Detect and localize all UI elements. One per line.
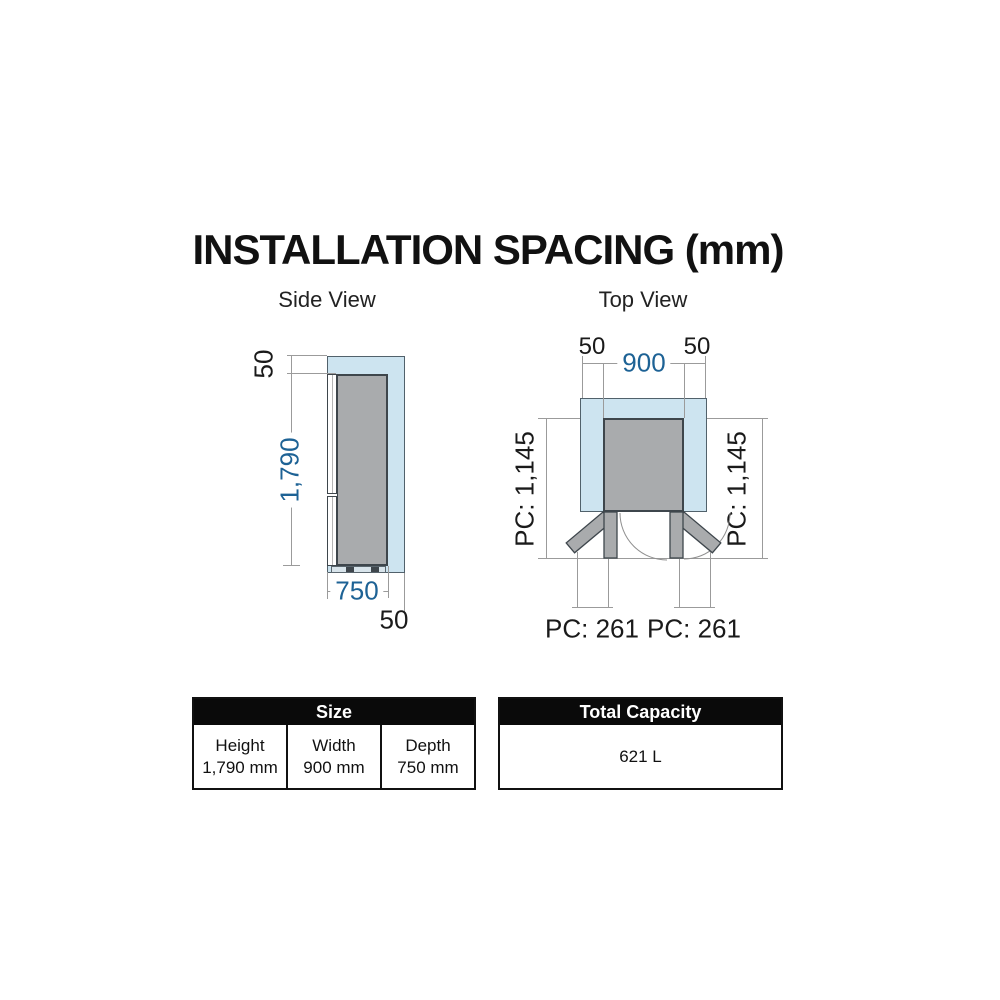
- side-fridge-body: [336, 374, 388, 566]
- capacity-value: 621 L: [619, 746, 662, 766]
- dim-line-pc-left: [546, 419, 547, 558]
- door-open-90-left: [603, 511, 618, 559]
- ext-line: [287, 373, 336, 374]
- size-height-label: Height: [215, 735, 265, 755]
- size-depth-value: 750 mm: [397, 757, 459, 777]
- top-pc-left-value: PC: 1,145: [509, 431, 541, 547]
- door-swing-arc-center: [619, 512, 668, 561]
- dim-line-pc261-right: [674, 607, 715, 608]
- fridge-base: [331, 566, 386, 573]
- door-split-line: [327, 493, 337, 497]
- door-inner-line: [332, 375, 333, 565]
- ext-line: [283, 565, 300, 566]
- size-table-header: Size: [194, 699, 474, 725]
- capacity-value-cell: 621 L: [500, 725, 781, 788]
- ext-line: [608, 559, 609, 608]
- side-top-clearance-value: 50: [248, 349, 279, 379]
- fridge-foot-back: [371, 567, 379, 572]
- page-title: INSTALLATION SPACING (mm): [192, 226, 785, 273]
- dim-line-pc-right: [762, 419, 763, 558]
- side-back-clearance-value: 50: [379, 604, 409, 635]
- side-depth-value: 750: [330, 575, 384, 607]
- size-depth-label: Depth: [405, 735, 451, 755]
- size-width-value: 900 mm: [303, 757, 365, 777]
- top-width-value: 900: [617, 347, 671, 379]
- open-doors-graphic: [565, 511, 731, 561]
- ext-line: [404, 573, 405, 612]
- ext-line: [603, 363, 604, 418]
- ext-line: [538, 418, 580, 419]
- ext-line: [327, 572, 328, 599]
- ext-line: [679, 559, 680, 608]
- ext-line: [582, 356, 583, 398]
- ext-line: [388, 566, 389, 598]
- door-open-90-right: [669, 511, 684, 559]
- size-table-cell-height: Height 1,790 mm: [194, 725, 286, 788]
- side-height-value: 1,790: [274, 432, 306, 508]
- top-view-label: Top View: [598, 287, 688, 312]
- ext-line: [684, 363, 685, 418]
- top-right-clearance-value: 50: [683, 333, 711, 360]
- top-pc261-left-value: PC: 261: [545, 613, 639, 644]
- size-table: Size Height 1,790 mm Width 900 mm Depth …: [192, 697, 476, 790]
- top-fridge-body: [603, 418, 684, 512]
- fridge-foot-front: [346, 567, 354, 572]
- ext-line: [705, 356, 706, 398]
- top-left-clearance-value: 50: [578, 333, 606, 360]
- size-height-value: 1,790 mm: [202, 757, 278, 777]
- size-table-cell-width: Width 900 mm: [286, 725, 380, 788]
- dim-line-pc261-left: [572, 607, 613, 608]
- capacity-table-body: 621 L: [500, 725, 781, 788]
- size-width-label: Width: [312, 735, 356, 755]
- ext-line: [287, 355, 327, 356]
- capacity-table-header: Total Capacity: [500, 699, 781, 725]
- ext-line: [577, 552, 578, 608]
- ext-line: [710, 552, 711, 608]
- top-pc261-right-value: PC: 261: [647, 613, 741, 644]
- size-table-cell-depth: Depth 750 mm: [380, 725, 474, 788]
- size-table-body: Height 1,790 mm Width 900 mm Depth 750 m…: [194, 725, 474, 788]
- side-view-label: Side View: [278, 287, 376, 312]
- capacity-table: Total Capacity 621 L: [498, 697, 783, 790]
- ext-line: [707, 418, 768, 419]
